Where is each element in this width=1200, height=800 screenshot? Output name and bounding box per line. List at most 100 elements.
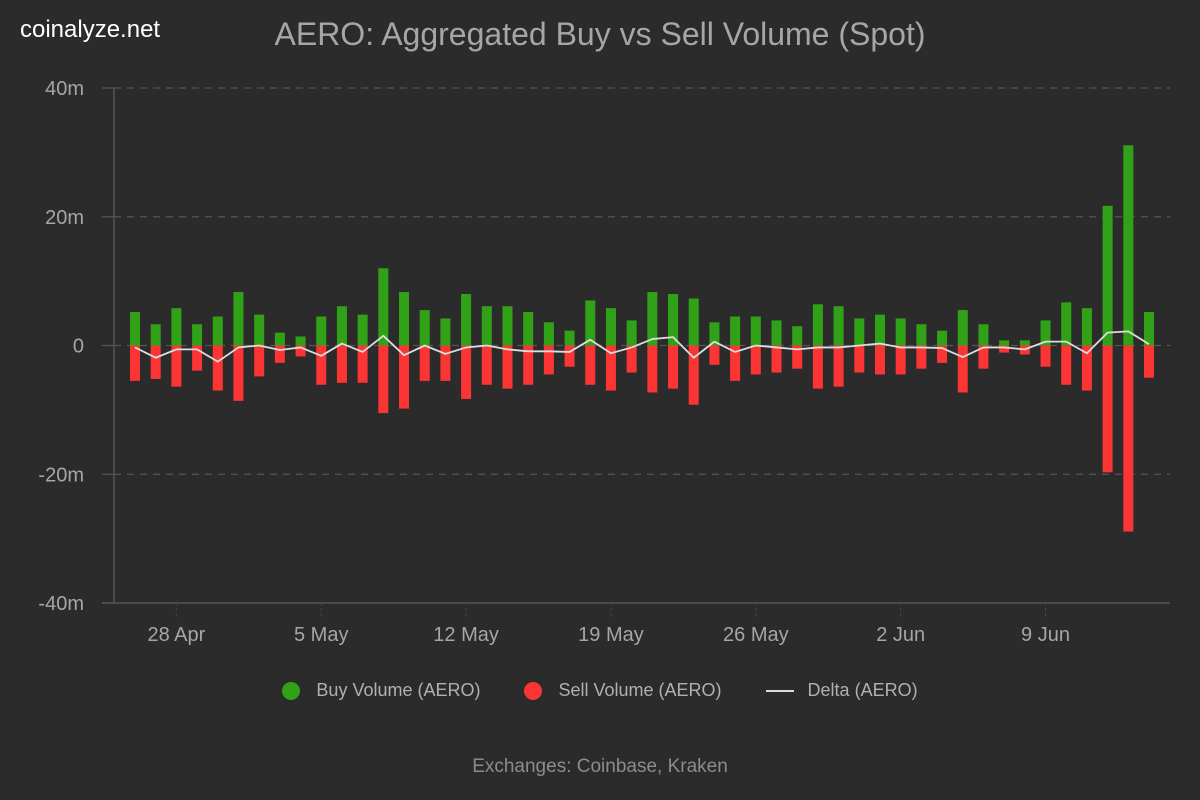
- y-tick-label: 40m: [45, 78, 84, 100]
- legend-label-buy: Buy Volume (AERO): [316, 680, 481, 700]
- sell-volume-bar: [212, 345, 223, 391]
- sell-volume-bar: [957, 345, 968, 393]
- buy-volume-bar: [130, 312, 140, 346]
- legend-label-delta: Delta (AERO): [807, 680, 918, 700]
- buy-volume-bar: [605, 308, 616, 346]
- sell-volume-bar: [295, 345, 306, 357]
- legend-item-delta[interactable]: Delta (AERO): [765, 680, 918, 701]
- sell-volume-bar: [1102, 345, 1113, 473]
- sell-volume-bar: [399, 345, 410, 409]
- sell-volume-bar: [647, 345, 658, 393]
- buy-volume-bar: [668, 294, 679, 346]
- sell-volume-bar: [378, 345, 389, 414]
- sell-volume-bar: [502, 345, 513, 389]
- buy-volume-bar: [378, 268, 389, 346]
- buy-volume-bar: [730, 316, 741, 346]
- buy-volume-bar: [336, 306, 347, 346]
- sell-volume-bar: [274, 345, 285, 363]
- buy-volume-bar: [274, 332, 285, 346]
- delta-line-icon: [765, 689, 794, 692]
- buy-volume-bar: [254, 314, 265, 346]
- sell-volume-bar: [688, 345, 699, 405]
- buy-volume-bar: [1144, 312, 1154, 346]
- sell-volume-dot-icon: [524, 681, 543, 700]
- buy-volume-bar: [295, 336, 306, 346]
- sell-volume-bar: [150, 345, 161, 379]
- sell-volume-bar: [461, 345, 472, 399]
- sell-volume-bar: [626, 345, 637, 373]
- buy-volume-bar: [233, 292, 244, 346]
- legend-item-sell[interactable]: Sell Volume (AERO): [524, 680, 722, 701]
- buy-volume-bar: [812, 304, 823, 346]
- buy-volume-bar: [854, 318, 865, 346]
- chart-title: AERO: Aggregated Buy vs Sell Volume (Spo…: [0, 16, 1200, 53]
- x-tick-label: 12 May: [433, 624, 499, 646]
- y-tick-label: 20m: [45, 207, 84, 229]
- sell-volume-bar: [668, 345, 679, 389]
- delta-line: [134, 330, 1150, 363]
- buy-volume-bar: [316, 316, 327, 346]
- exchanges-footer: Exchanges: Coinbase, Kraken: [472, 756, 728, 777]
- buy-volume-bar: [937, 330, 948, 346]
- sell-volume-bar: [937, 345, 948, 363]
- buy-volume-dot-icon: [282, 681, 301, 700]
- buy-volume-bar: [419, 310, 430, 346]
- sell-volume-bar: [750, 345, 761, 375]
- sell-volume-bar: [585, 345, 596, 385]
- buy-volume-bar: [481, 306, 492, 346]
- buy-volume-bar: [916, 324, 927, 346]
- sell-volume-bar: [978, 345, 989, 369]
- buy-volume-bar: [192, 324, 203, 346]
- buy-volume-bar: [999, 340, 1010, 346]
- x-tick-label: 9 Jun: [1021, 624, 1070, 646]
- y-tick-label: 0: [73, 336, 84, 358]
- sell-volume-bar: [192, 345, 203, 371]
- sell-volume-bar: [440, 345, 451, 381]
- buy-volume-bar: [874, 314, 885, 346]
- buy-volume-bar: [895, 318, 906, 346]
- buy-volume-bar: [626, 320, 637, 346]
- sell-volume-bar: [792, 345, 803, 369]
- buy-volume-bar: [833, 306, 844, 346]
- x-tick-label: 2 Jun: [876, 624, 925, 646]
- buy-volume-bar: [709, 322, 720, 346]
- y-tick-label: -40m: [38, 593, 84, 615]
- buy-volume-bar: [1081, 308, 1092, 346]
- sell-volume-bar: [874, 345, 885, 375]
- sell-volume-bar: [130, 345, 140, 381]
- buy-volume-bar: [543, 322, 554, 346]
- sell-volume-bar: [999, 345, 1010, 353]
- sell-volume-bar: [916, 345, 927, 369]
- sell-volume-bar: [543, 345, 554, 375]
- buy-volume-bar: [750, 316, 761, 346]
- sell-volume-bar: [812, 345, 823, 389]
- sell-volume-bar: [564, 345, 575, 367]
- sell-volume-bar: [1144, 345, 1154, 378]
- sell-volume-bar: [523, 345, 534, 385]
- sell-volume-bar: [833, 345, 844, 387]
- sell-volume-bar: [709, 345, 720, 365]
- buy-volume-bar: [688, 298, 699, 346]
- sell-volume-bar: [419, 345, 430, 381]
- buy-volume-bar: [957, 310, 968, 346]
- buy-volume-bar: [564, 330, 575, 346]
- buy-volume-bar: [647, 292, 658, 346]
- sell-volume-bar: [771, 345, 782, 373]
- buy-volume-bar: [771, 320, 782, 346]
- x-tick-label: 26 May: [723, 624, 789, 646]
- buy-volume-bar: [523, 312, 534, 346]
- buy-volume-bar: [461, 294, 472, 346]
- sell-volume-bar: [481, 345, 492, 385]
- legend-item-buy[interactable]: Buy Volume (AERO): [282, 680, 480, 701]
- y-tick-label: -20m: [38, 464, 84, 486]
- buy-volume-bar: [399, 292, 410, 346]
- sell-volume-bar: [357, 345, 368, 383]
- buy-volume-bar: [978, 324, 989, 346]
- sell-volume-bar: [336, 345, 347, 383]
- buy-volume-bar: [212, 316, 223, 346]
- sell-volume-bar: [1123, 345, 1134, 532]
- buy-volume-bar: [1061, 302, 1072, 346]
- buy-volume-bar: [150, 324, 161, 346]
- brand-logo-text[interactable]: coinalyze.net: [20, 16, 161, 43]
- sell-volume-bar: [854, 345, 865, 373]
